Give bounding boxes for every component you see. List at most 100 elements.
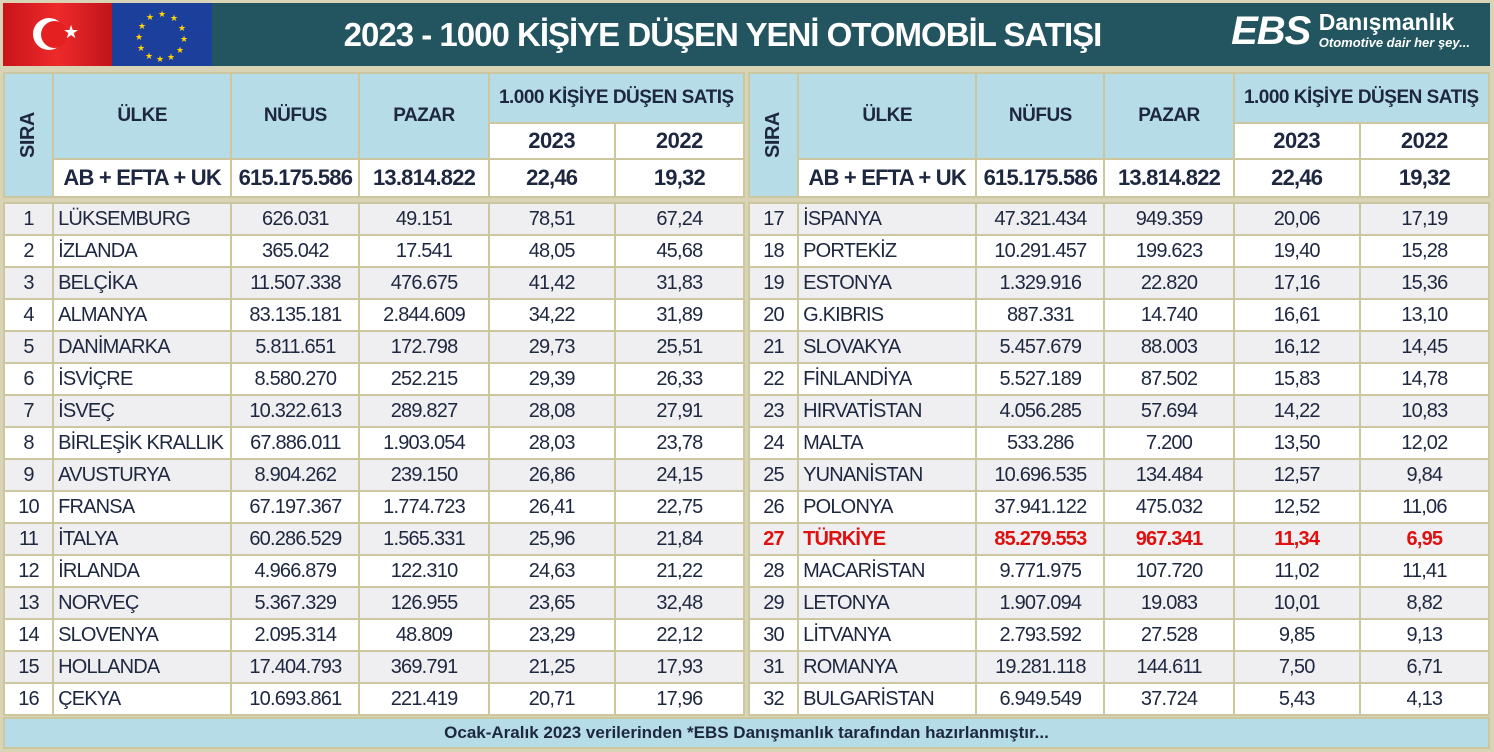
table-row: 3 BELÇİKA 11.507.338 476.675 41,42 31,83: [2, 266, 746, 300]
cell-population: 47.321.434: [975, 202, 1106, 236]
cell-country: HOLLANDA: [52, 650, 233, 684]
cell-country: HIRVATİSTAN: [797, 394, 978, 428]
cell-country: MACARİSTAN: [797, 554, 978, 588]
table-row: 8 BİRLEŞİK KRALLIK 67.886.011 1.903.054 28,0…: [2, 426, 746, 460]
cell-per1000-2022: 17,93: [613, 650, 746, 684]
totals-label: AB + EFTA + UK: [52, 158, 233, 198]
cell-market: 88.003: [1103, 330, 1235, 364]
cell-per1000-2022: 4,13: [1358, 682, 1491, 716]
cell-per1000-2023: 24,63: [487, 554, 616, 588]
left-year-row: 2023 2022: [4, 122, 746, 160]
table-row: 29 LETONYA 1.907.094 19.083 10,01 8,82: [747, 586, 1491, 620]
cell-per1000-2023: 25,96: [487, 522, 616, 556]
cell-country: G.KIBRIS: [797, 298, 978, 332]
left-table-body: 1 LÜKSEMBURG 626.031 49.151 78,51 67,24 2 İZLAN…: [2, 202, 746, 716]
cell-per1000-2023: 14,22: [1232, 394, 1361, 428]
cell-population: 83.135.181: [230, 298, 361, 332]
cell-country: LÜKSEMBURG: [52, 202, 233, 236]
table-row: 7 İSVEÇ 10.322.613 289.827 28,08 27,91: [2, 394, 746, 428]
cell-per1000-2023: 23,65: [487, 586, 616, 620]
cell-country: NORVEÇ: [52, 586, 233, 620]
cell-country: ROMANYA: [797, 650, 978, 684]
cell-population: 2.095.314: [230, 618, 361, 652]
cell-market: 27.528: [1103, 618, 1235, 652]
table-row: 13 NORVEÇ 5.367.329 126.955 23,65 32,48: [2, 586, 746, 620]
table-row: 22 FİNLANDİYA 5.527.189 87.502 15,83 14,78: [747, 362, 1491, 396]
cell-country: PORTEKİZ: [797, 234, 978, 268]
totals-label: AB + EFTA + UK: [797, 158, 978, 198]
col-pazar: PAZAR: [358, 72, 490, 160]
cell-per1000-2023: 13,50: [1232, 426, 1361, 460]
cell-population: 2.793.592: [975, 618, 1106, 652]
cell-per1000-2022: 25,51: [613, 330, 746, 364]
totals-pazar: 13.814.822: [358, 158, 490, 198]
cell-country: İSVİÇRE: [52, 362, 233, 396]
cell-market: 475.032: [1103, 490, 1235, 524]
cell-per1000-2022: 14,78: [1358, 362, 1491, 396]
cell-per1000-2022: 9,84: [1358, 458, 1491, 492]
table-row: 11 İTALYA 60.286.529 1.565.331 25,96 21,84: [2, 522, 746, 556]
cell-per1000-2023: 17,16: [1232, 266, 1361, 300]
cell-market: 144.611: [1103, 650, 1235, 684]
cell-rank: 26: [747, 490, 800, 524]
cell-per1000-2022: 15,36: [1358, 266, 1491, 300]
cell-per1000-2022: 22,75: [613, 490, 746, 524]
cell-country: İRLANDA: [52, 554, 233, 588]
cell-per1000-2023: 21,25: [487, 650, 616, 684]
cell-population: 10.693.861: [230, 682, 361, 716]
cell-country: POLONYA: [797, 490, 978, 524]
cell-country: İSVEÇ: [52, 394, 233, 428]
cell-per1000-2022: 11,41: [1358, 554, 1491, 588]
cell-rank: 25: [747, 458, 800, 492]
table-row: 18 PORTEKİZ 10.291.457 199.623 19,40 15,28: [747, 234, 1491, 268]
cell-population: 626.031: [230, 202, 361, 236]
cell-country: İSPANYA: [797, 202, 978, 236]
table-row: 21 SLOVAKYA 5.457.679 88.003 16,12 14,45: [747, 330, 1491, 364]
cell-rank: 19: [747, 266, 800, 300]
cell-rank: 5: [2, 330, 55, 364]
cell-market: 48.809: [358, 618, 490, 652]
cell-rank: 17: [747, 202, 800, 236]
cell-per1000-2022: 8,82: [1358, 586, 1491, 620]
cell-population: 8.904.262: [230, 458, 361, 492]
col-pazar: PAZAR: [1103, 72, 1235, 160]
cell-population: 5.811.651: [230, 330, 361, 364]
right-totals-row: AB + EFTA + UK 615.175.586 13.814.822 22,46…: [749, 158, 1491, 198]
cell-rank: 6: [2, 362, 55, 396]
ebs-logo: EBS Danışmanlık Otomotive dair her şey...: [1231, 9, 1470, 53]
cell-country: BELÇİKA: [52, 266, 233, 300]
cell-market: 107.720: [1103, 554, 1235, 588]
table-row: 6 İSVİÇRE 8.580.270 252.215 29,39 26,33: [2, 362, 746, 396]
cell-rank: 28: [747, 554, 800, 588]
cell-population: 37.941.122: [975, 490, 1106, 524]
totals-2022: 19,32: [613, 158, 746, 198]
cell-market: 949.359: [1103, 202, 1235, 236]
col-2023: 2023: [1232, 122, 1361, 160]
table-row: 27 TÜRKİYE 85.279.553 967.341 11,34 6,95: [747, 522, 1491, 556]
cell-per1000-2022: 23,78: [613, 426, 746, 460]
cell-rank: 22: [747, 362, 800, 396]
cell-market: 14.740: [1103, 298, 1235, 332]
table-row: 23 HIRVATİSTAN 4.056.285 57.694 14,22 10,83: [747, 394, 1491, 428]
totals-nufus: 615.175.586: [975, 158, 1106, 198]
cell-market: 476.675: [358, 266, 490, 300]
cell-per1000-2023: 7,50: [1232, 650, 1361, 684]
logo-name: Danışmanlık: [1318, 9, 1455, 35]
cell-market: 2.844.609: [358, 298, 490, 332]
cell-rank: 24: [747, 426, 800, 460]
cell-rank: 12: [2, 554, 55, 588]
cell-country: İTALYA: [52, 522, 233, 556]
cell-country: SLOVENYA: [52, 618, 233, 652]
cell-rank: 1: [2, 202, 55, 236]
cell-population: 60.286.529: [230, 522, 361, 556]
cell-market: 199.623: [1103, 234, 1235, 268]
cell-country: LİTVANYA: [797, 618, 978, 652]
cell-rank: 18: [747, 234, 800, 268]
cell-per1000-2023: 19,40: [1232, 234, 1361, 268]
cell-per1000-2023: 5,43: [1232, 682, 1361, 716]
table-row: 24 MALTA 533.286 7.200 13,50 12,02: [747, 426, 1491, 460]
cell-market: 87.502: [1103, 362, 1235, 396]
table-row: 14 SLOVENYA 2.095.314 48.809 23,29 22,12: [2, 618, 746, 652]
cell-market: 1.565.331: [358, 522, 490, 556]
cell-per1000-2023: 11,34: [1232, 522, 1361, 556]
